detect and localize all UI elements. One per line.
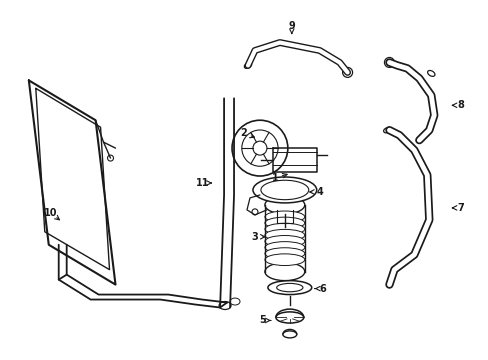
Ellipse shape: [264, 248, 304, 260]
Ellipse shape: [229, 298, 240, 305]
Text: 9: 9: [288, 21, 295, 31]
Text: 3: 3: [251, 232, 258, 242]
Text: 8: 8: [457, 100, 464, 110]
Ellipse shape: [264, 254, 304, 266]
Ellipse shape: [252, 177, 316, 203]
Ellipse shape: [244, 63, 251, 68]
Text: 7: 7: [457, 203, 464, 213]
Ellipse shape: [264, 217, 304, 229]
Ellipse shape: [267, 280, 311, 294]
Ellipse shape: [430, 102, 433, 106]
Text: 6: 6: [319, 284, 325, 293]
Ellipse shape: [264, 211, 304, 223]
Ellipse shape: [430, 104, 433, 109]
Ellipse shape: [430, 99, 433, 104]
Ellipse shape: [276, 283, 303, 292]
Text: 2: 2: [240, 128, 247, 138]
Ellipse shape: [430, 107, 433, 112]
Ellipse shape: [430, 113, 433, 118]
Ellipse shape: [383, 127, 390, 133]
Circle shape: [384, 58, 394, 67]
Circle shape: [232, 120, 287, 176]
Ellipse shape: [427, 71, 434, 76]
Text: 1: 1: [271, 173, 278, 183]
Text: 5: 5: [259, 315, 266, 325]
Ellipse shape: [275, 312, 303, 323]
Circle shape: [342, 67, 352, 77]
Ellipse shape: [430, 110, 433, 115]
Ellipse shape: [264, 263, 304, 280]
Text: 10: 10: [44, 208, 58, 218]
Ellipse shape: [219, 302, 230, 310]
Circle shape: [252, 141, 266, 155]
Circle shape: [251, 209, 258, 215]
Ellipse shape: [264, 235, 304, 247]
Ellipse shape: [264, 229, 304, 241]
Ellipse shape: [430, 96, 433, 101]
Text: 4: 4: [316, 187, 323, 197]
Ellipse shape: [282, 331, 296, 338]
Circle shape: [241, 130, 278, 166]
Ellipse shape: [261, 180, 308, 200]
Ellipse shape: [430, 93, 433, 98]
Ellipse shape: [264, 223, 304, 235]
Circle shape: [107, 155, 113, 161]
Text: 11: 11: [196, 178, 209, 188]
Ellipse shape: [264, 196, 304, 214]
Ellipse shape: [264, 242, 304, 253]
